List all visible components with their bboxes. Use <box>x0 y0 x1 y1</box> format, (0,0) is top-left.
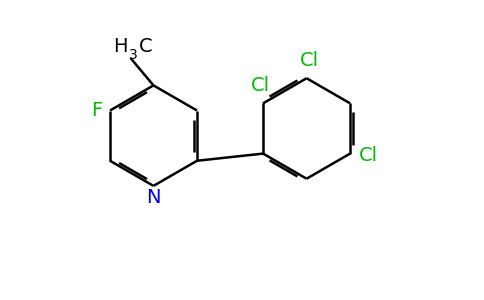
Text: F: F <box>91 101 103 120</box>
Text: Cl: Cl <box>359 146 378 166</box>
Text: Cl: Cl <box>251 76 270 95</box>
Text: H: H <box>114 37 128 56</box>
Text: 3: 3 <box>129 48 138 62</box>
Text: N: N <box>146 188 161 207</box>
Text: Cl: Cl <box>300 51 318 70</box>
Text: C: C <box>138 37 152 56</box>
